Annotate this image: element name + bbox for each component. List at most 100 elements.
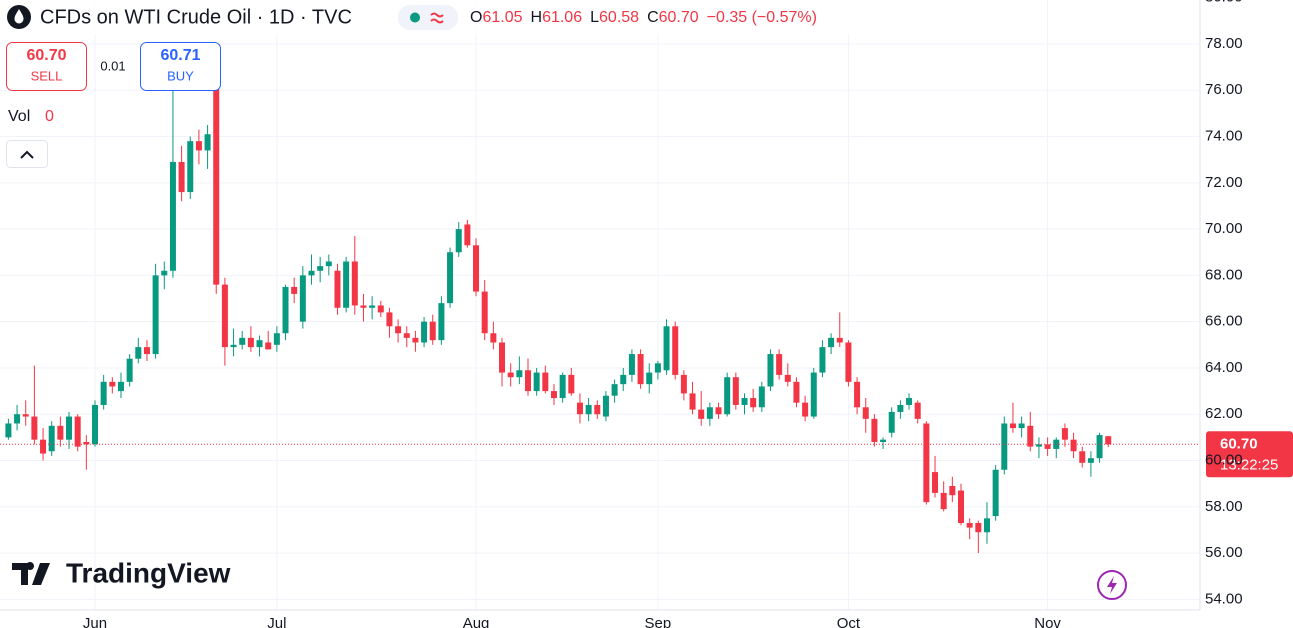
volume-label: Vol — [8, 108, 30, 125]
logo-text: TradingView — [66, 557, 231, 588]
candle-body — [421, 321, 428, 343]
candle-body — [602, 395, 609, 417]
y-tick-label: 70.00 — [1205, 220, 1243, 237]
candle-body — [906, 398, 913, 405]
candle-body — [92, 404, 98, 445]
candle-body — [143, 347, 150, 355]
ohlc-change: −0.35 (−0.57%) — [707, 9, 817, 26]
countdown: 13:22:25 — [1220, 456, 1278, 473]
candle-body — [698, 409, 705, 419]
y-tick-label: 58.00 — [1205, 498, 1243, 515]
candle-body — [74, 416, 81, 447]
candle-body — [585, 404, 592, 415]
candle-body — [40, 439, 47, 454]
candle-body — [949, 485, 956, 496]
candle-body — [299, 275, 306, 322]
candle-body — [559, 374, 566, 399]
x-tick-label: Aug — [463, 615, 490, 628]
overlay: 60.70 13:22:25 — [0, 431, 1293, 478]
spread: 0.01 — [100, 58, 125, 73]
candle-body — [620, 374, 627, 385]
candle-body — [611, 384, 618, 396]
buy-button[interactable] — [140, 42, 221, 91]
candle-body — [5, 423, 12, 438]
candle-body — [499, 342, 506, 373]
candle-body — [810, 372, 817, 417]
y-tick-label: 72.00 — [1205, 174, 1243, 191]
candle-body — [169, 161, 176, 271]
candle-body — [481, 291, 488, 334]
candle-body — [802, 402, 809, 417]
candle-body — [654, 363, 661, 373]
candle-body — [637, 354, 644, 385]
candle-body — [516, 370, 523, 378]
collapse-button[interactable] — [6, 140, 48, 168]
candle-body — [819, 347, 826, 373]
candle-body — [334, 270, 341, 308]
candle-body — [732, 377, 739, 405]
candle-body — [992, 469, 999, 517]
candle-body — [161, 270, 168, 276]
ohlc-value: 60.58 — [599, 9, 639, 26]
candle-body — [230, 344, 237, 348]
x-tick-label: Jun — [83, 615, 107, 628]
x-tick-label: Sep — [645, 615, 672, 628]
y-tick-label: 60.00 — [1205, 451, 1243, 468]
candle-body — [187, 141, 194, 193]
candle-body — [152, 275, 159, 355]
candle-body — [412, 337, 419, 343]
candle-body — [377, 305, 384, 313]
candle-body — [14, 414, 21, 424]
candle-body — [31, 416, 38, 440]
sell-price: 60.70 — [26, 47, 66, 64]
candle-body — [369, 305, 376, 308]
candle-body — [706, 407, 713, 419]
candle-body — [983, 518, 990, 533]
status-dot — [410, 12, 420, 23]
candle-body — [447, 252, 454, 304]
title: CFDs on WTI Crude Oil · 1D · TVC — [40, 6, 352, 28]
candle-body — [386, 312, 393, 327]
candle-body — [239, 337, 246, 345]
y-tick-label: 80.00 — [1205, 0, 1243, 6]
candle-body — [897, 404, 904, 412]
candle-body — [880, 439, 887, 442]
candle-body — [663, 326, 670, 371]
candle-body — [1105, 436, 1112, 445]
candle-body — [793, 381, 800, 403]
candle-body — [1087, 458, 1094, 463]
candle-body — [291, 286, 298, 294]
y-tick-label: 56.00 — [1205, 544, 1243, 561]
candle-body — [395, 326, 402, 334]
last-price-box — [1206, 431, 1293, 478]
candle-body — [360, 305, 367, 308]
candle-body — [490, 333, 497, 343]
candle-body — [317, 266, 324, 271]
candle-body — [1070, 439, 1077, 452]
candle-body — [351, 261, 358, 306]
ohlc-letter: C — [647, 9, 659, 26]
y-tick-label: 78.00 — [1205, 35, 1243, 52]
candle-body — [126, 358, 133, 382]
sell-button[interactable] — [6, 42, 87, 91]
y-tick-label: 66.00 — [1205, 313, 1243, 330]
candle-body — [568, 374, 575, 394]
candle-body — [83, 441, 90, 445]
candle-body — [845, 342, 852, 382]
candle-body — [1061, 428, 1068, 440]
candle-body — [273, 333, 280, 345]
candle-body — [628, 354, 635, 375]
candle-body — [854, 381, 861, 408]
candle-body — [975, 522, 982, 533]
candle-body — [66, 416, 73, 440]
candle-body — [767, 354, 774, 387]
candle-body — [100, 381, 107, 405]
status-pill[interactable] — [398, 5, 458, 30]
candle-body — [923, 423, 930, 503]
candle-body — [455, 229, 462, 253]
lightning-icon — [1107, 576, 1117, 594]
candle-body — [828, 337, 835, 348]
